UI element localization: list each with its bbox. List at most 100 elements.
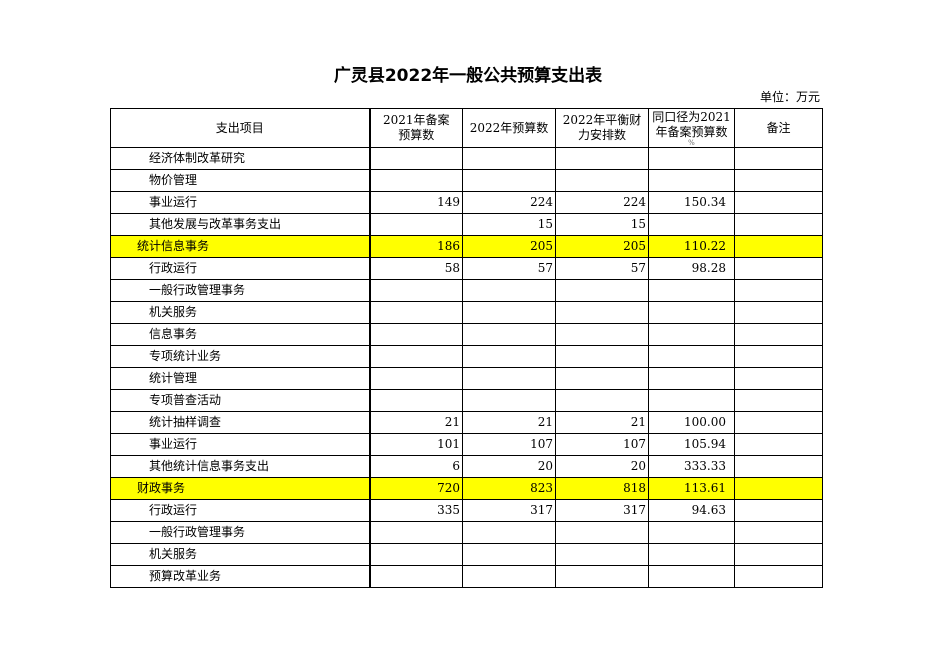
cell-note [734, 499, 823, 522]
header-2022-balance-line2: 力安排数 [577, 128, 626, 142]
cell-2022-balance: 317 [555, 499, 649, 522]
cell-note [734, 213, 823, 236]
table-row: 统计抽样调查 21 21 21 100.00 [110, 411, 823, 434]
cell-2022-balance [555, 521, 649, 544]
cell-2021-budget [369, 279, 463, 302]
header-note: 备注 [734, 108, 823, 148]
cell-2021-budget: 186 [369, 235, 463, 258]
cell-2022-balance [555, 323, 649, 346]
cell-2022-budget: 15 [462, 213, 556, 236]
cell-note [734, 565, 823, 588]
cell-item-name: 统计信息事务 [110, 235, 371, 258]
cell-same-basis-ratio [648, 521, 735, 544]
table-row: 其他统计信息事务支出 6 20 20 333.33 [110, 455, 823, 478]
cell-same-basis-ratio [648, 213, 735, 236]
table-row: 行政运行 58 57 57 98.28 [110, 257, 823, 280]
cell-2022-budget: 21 [462, 411, 556, 434]
table-row: 一般行政管理事务 [110, 279, 823, 302]
cell-2022-balance: 818 [555, 477, 649, 500]
cell-same-basis-ratio: 98.28 [648, 257, 735, 280]
cell-2022-balance [555, 279, 649, 302]
cell-2022-budget [462, 323, 556, 346]
cell-note [734, 257, 823, 280]
cell-note [734, 169, 823, 192]
cell-2022-balance: 15 [555, 213, 649, 236]
cell-same-basis-ratio: 94.63 [648, 499, 735, 522]
cell-2022-budget: 57 [462, 257, 556, 280]
cell-2022-budget [462, 279, 556, 302]
table-row: 信息事务 [110, 323, 823, 346]
cell-item-name: 经济体制改革研究 [110, 147, 371, 170]
cell-same-basis-ratio [648, 301, 735, 324]
cell-2022-budget: 107 [462, 433, 556, 456]
cell-2022-balance [555, 301, 649, 324]
cell-note [734, 543, 823, 566]
cell-note [734, 279, 823, 302]
cell-note [734, 323, 823, 346]
cell-item-name: 行政运行 [110, 257, 371, 280]
cell-2022-budget: 205 [462, 235, 556, 258]
cell-note [734, 389, 823, 412]
cell-2022-budget [462, 345, 556, 368]
cell-same-basis-ratio: 150.34 [648, 191, 735, 214]
table-row: 物价管理 [110, 169, 823, 192]
table-row: 专项普查活动 [110, 389, 823, 412]
cell-note [734, 477, 823, 500]
header-2021-budget: 2021年备案 预算数 [369, 108, 463, 148]
cell-item-name: 机关服务 [110, 301, 371, 324]
cell-2022-balance: 224 [555, 191, 649, 214]
cell-same-basis-ratio [648, 367, 735, 390]
table-row: 事业运行 101 107 107 105.94 [110, 433, 823, 456]
cell-2022-budget [462, 301, 556, 324]
cell-note [734, 367, 823, 390]
cell-2021-budget: 58 [369, 257, 463, 280]
cell-2021-budget: 720 [369, 477, 463, 500]
header-2021-budget-line1: 2021年备案 [382, 113, 450, 127]
cell-item-name: 事业运行 [110, 191, 371, 214]
cell-item-name: 专项统计业务 [110, 345, 371, 368]
cell-2021-budget [369, 301, 463, 324]
header-2022-budget: 2022年预算数 [462, 108, 556, 148]
cell-2022-balance [555, 367, 649, 390]
cell-note [734, 191, 823, 214]
cell-2022-budget: 20 [462, 455, 556, 478]
cell-note [734, 433, 823, 456]
cell-2022-balance: 21 [555, 411, 649, 434]
cell-2022-balance: 57 [555, 257, 649, 280]
table-row: 行政运行 335 317 317 94.63 [110, 499, 823, 522]
cell-2021-budget [369, 389, 463, 412]
cell-2021-budget: 6 [369, 455, 463, 478]
cell-note [734, 521, 823, 544]
table-row: 经济体制改革研究 [110, 147, 823, 170]
cell-2022-balance: 205 [555, 235, 649, 258]
cell-same-basis-ratio [648, 169, 735, 192]
table-row: 事业运行 149 224 224 150.34 [110, 191, 823, 214]
cell-2022-balance: 20 [555, 455, 649, 478]
cell-2021-budget [369, 367, 463, 390]
cell-note [734, 235, 823, 258]
cell-2022-budget [462, 367, 556, 390]
cell-same-basis-ratio [648, 323, 735, 346]
cell-2022-budget [462, 543, 556, 566]
cell-note [734, 301, 823, 324]
cell-item-name: 财政事务 [110, 477, 371, 500]
cell-2022-balance [555, 543, 649, 566]
cell-item-name: 专项普查活动 [110, 389, 371, 412]
cell-same-basis-ratio [648, 147, 735, 170]
cell-2022-budget [462, 521, 556, 544]
cell-2022-balance [555, 389, 649, 412]
cell-same-basis-ratio: 105.94 [648, 433, 735, 456]
header-same-basis-line1: 同口径为2021 [652, 110, 731, 124]
cell-same-basis-ratio [648, 389, 735, 412]
cell-2022-budget [462, 389, 556, 412]
cell-2022-budget: 317 [462, 499, 556, 522]
cell-item-name: 一般行政管理事务 [110, 279, 371, 302]
cell-item-name: 机关服务 [110, 543, 371, 566]
cell-2021-budget [369, 565, 463, 588]
cell-item-name: 物价管理 [110, 169, 371, 192]
cell-item-name: 信息事务 [110, 323, 371, 346]
table-row: 预算改革业务 [110, 565, 823, 588]
header-same-basis-line2: 年备案预算数 [655, 125, 728, 139]
report-title: 广灵县2022年一般公共预算支出表 [333, 66, 603, 86]
cell-2021-budget: 21 [369, 411, 463, 434]
